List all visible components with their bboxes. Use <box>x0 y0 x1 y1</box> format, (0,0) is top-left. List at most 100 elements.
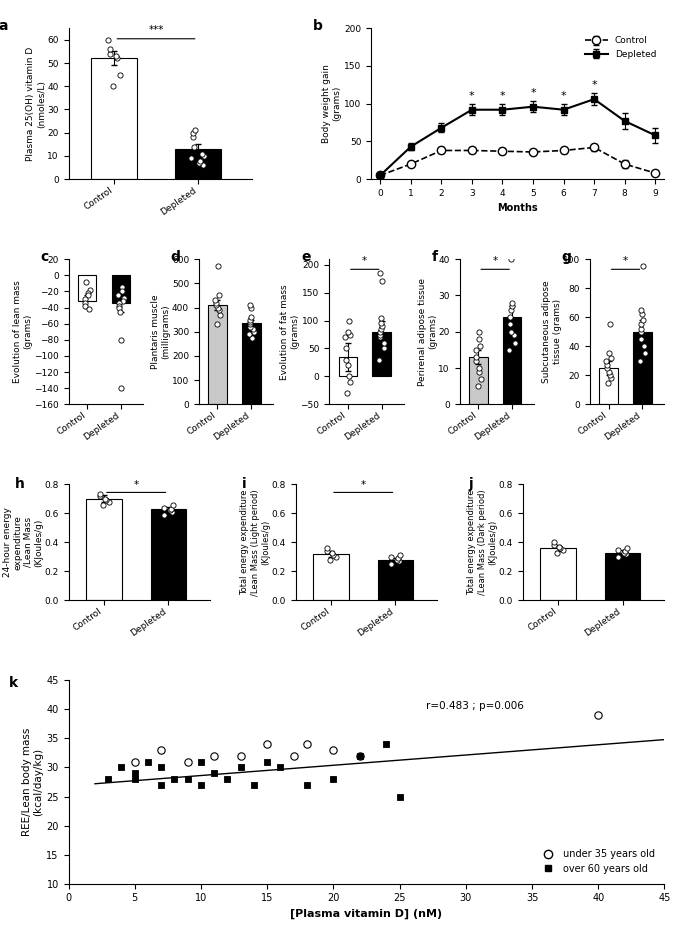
over 60 years old <box>328 772 339 787</box>
Point <box>472 379 483 394</box>
Point <box>114 300 125 315</box>
Point <box>473 332 484 347</box>
Point <box>344 368 355 384</box>
Point <box>640 346 651 361</box>
Legend: Control, Depleted: Control, Depleted <box>582 33 660 62</box>
Point <box>115 67 126 82</box>
Point <box>84 302 95 317</box>
Point <box>116 280 127 295</box>
over 60 years old <box>354 748 365 763</box>
Point <box>619 543 630 558</box>
Point <box>197 158 208 173</box>
Point <box>375 321 386 337</box>
Point <box>188 130 199 145</box>
over 60 years old <box>235 760 246 775</box>
over 60 years old <box>169 772 180 787</box>
Point <box>394 554 405 569</box>
Text: *: * <box>469 91 475 102</box>
Point <box>345 374 356 389</box>
Point <box>164 503 175 518</box>
Point <box>158 508 169 523</box>
over 60 years old <box>394 789 405 804</box>
Text: i: i <box>242 478 246 492</box>
Y-axis label: Plasma 25(OH) vitamin D
(nmoles/L): Plasma 25(OH) vitamin D (nmoles/L) <box>27 47 46 161</box>
Point <box>345 327 356 342</box>
Text: r=0.483 ; p=0.006: r=0.483 ; p=0.006 <box>426 700 524 711</box>
Point <box>199 149 210 164</box>
Point <box>376 319 387 334</box>
Point <box>506 303 516 318</box>
Point <box>104 41 115 56</box>
Point <box>475 371 486 386</box>
Point <box>391 552 402 567</box>
Y-axis label: Subcutaneous adipose
tissue (grams): Subcutaneous adipose tissue (grams) <box>543 280 562 383</box>
Point <box>213 303 224 318</box>
Point <box>507 299 518 314</box>
Point <box>557 542 568 557</box>
Point <box>386 556 397 572</box>
Bar <box>313 554 349 601</box>
Point <box>474 324 485 339</box>
Point <box>506 252 516 267</box>
Point <box>186 150 197 165</box>
Y-axis label: 24-hour energy
expenditure
/Lean Mass
(KJoules/g): 24-hour energy expenditure /Lean Mass (K… <box>3 508 43 577</box>
Point <box>378 336 389 351</box>
Text: *: * <box>623 256 628 266</box>
Point <box>635 321 646 337</box>
Point <box>603 346 614 361</box>
Y-axis label: Total energy expenditure
/Lean Mass (Light period)
(KJoules/g): Total energy expenditure /Lean Mass (Lig… <box>240 489 270 596</box>
Text: ***: *** <box>149 25 164 35</box>
Point <box>508 328 519 343</box>
over 60 years old <box>195 777 206 792</box>
Point <box>214 307 225 322</box>
Bar <box>175 149 221 180</box>
over 60 years old <box>222 772 233 787</box>
under 35 years old <box>262 737 273 752</box>
Text: *: * <box>493 256 498 266</box>
Point <box>634 353 645 368</box>
Point <box>322 543 333 558</box>
Point <box>375 310 386 325</box>
Point <box>245 300 256 315</box>
Bar <box>151 509 186 601</box>
Text: f: f <box>432 250 437 264</box>
Text: b: b <box>312 19 322 33</box>
Text: c: c <box>40 250 49 264</box>
Point <box>340 330 351 345</box>
Point <box>636 306 647 321</box>
Point <box>79 298 90 313</box>
Point <box>638 338 649 353</box>
over 60 years old <box>195 754 206 769</box>
Point <box>377 274 388 289</box>
Point <box>246 309 257 324</box>
Point <box>210 295 221 310</box>
under 35 years old <box>301 737 312 752</box>
Text: *: * <box>134 479 139 490</box>
Point <box>118 290 129 306</box>
Point <box>188 125 199 140</box>
over 60 years old <box>129 766 140 781</box>
Point <box>322 540 333 556</box>
over 60 years old <box>275 760 286 775</box>
Point <box>601 357 612 372</box>
Point <box>603 365 614 380</box>
Point <box>212 317 223 332</box>
Point <box>107 79 118 94</box>
Point <box>505 309 516 324</box>
Point <box>327 545 338 560</box>
Point <box>324 552 335 567</box>
Bar <box>373 332 391 376</box>
Point <box>612 549 623 564</box>
Point <box>99 492 110 507</box>
Point <box>553 540 564 555</box>
Text: *: * <box>530 88 536 99</box>
Bar <box>540 548 576 601</box>
X-axis label: [Plasma vitamin D] (nM): [Plasma vitamin D] (nM) <box>290 909 443 919</box>
Bar <box>377 559 413 601</box>
over 60 years old <box>381 737 392 752</box>
Text: j: j <box>469 478 473 492</box>
Y-axis label: Plantaris muscle
(milligrams): Plantaris muscle (milligrams) <box>151 294 171 369</box>
Text: e: e <box>301 250 310 264</box>
Point <box>247 330 258 345</box>
Point <box>158 500 169 515</box>
